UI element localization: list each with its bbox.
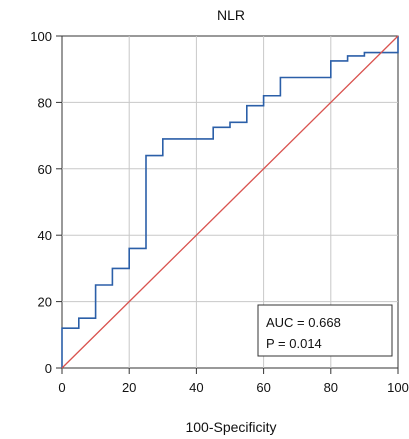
x-axis-title: 100-Specificity: [185, 419, 276, 435]
reference-diagonal-line: [61, 35, 399, 369]
chart-title: NLR: [217, 7, 245, 23]
legend-box: AUC = 0.668 P = 0.014: [257, 304, 393, 357]
x-tick-label: 0: [58, 380, 65, 395]
auc-annotation: AUC = 0.668: [266, 315, 341, 330]
roc-curve-line: [61, 36, 399, 368]
y-tick-label: 80: [38, 95, 52, 110]
y-tick-label: 20: [38, 295, 52, 310]
p-value-annotation: P = 0.014: [266, 336, 322, 351]
y-tick-label: 40: [38, 228, 52, 243]
x-tick-label: 60: [256, 380, 270, 395]
grid-lines: [62, 36, 398, 368]
series-group: [61, 35, 399, 369]
x-tick-label: 80: [324, 380, 338, 395]
x-tick-label: 20: [122, 380, 136, 395]
y-tick-label: 0: [45, 361, 52, 376]
x-tick-label: 100: [387, 380, 409, 395]
y-axis: 0 20 40 60 80 100: [30, 29, 62, 376]
x-tick-label: 40: [189, 380, 203, 395]
x-axis: 0 20 40 60 80 100: [58, 368, 409, 395]
y-tick-label: 60: [38, 162, 52, 177]
y-tick-label: 100: [30, 29, 52, 44]
